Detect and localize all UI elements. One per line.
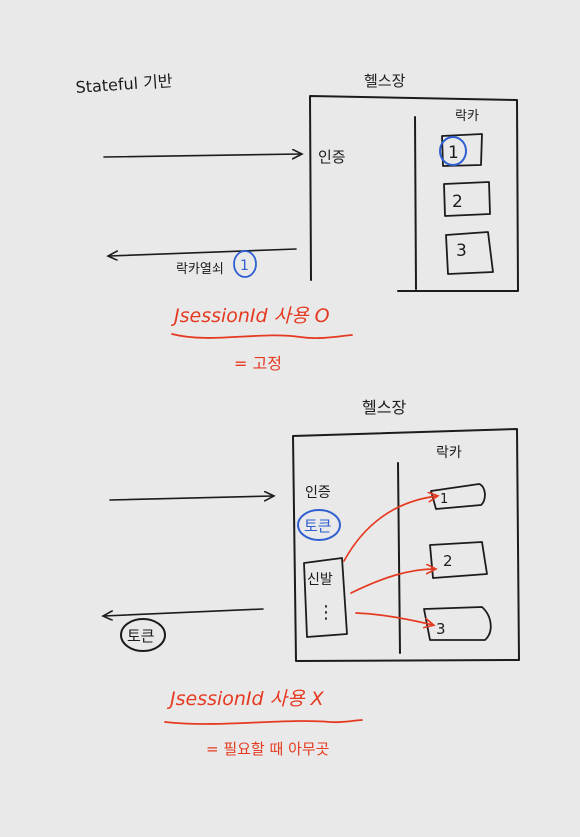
top-request-arrow [103,154,301,157]
bottom-locker-1-number: 1 [440,492,448,507]
top-locker-1-blue-circle [439,136,467,166]
top-note-underline [171,333,353,339]
top-locker-title: 락카 [455,109,479,124]
bottom-store-title: 헬스장 [362,398,406,417]
bottom-note: JsessionId 사용 X [166,688,325,710]
top-note-sub: = 고정 [234,354,282,373]
bottom-shoes-box [303,557,348,638]
top-auth-label: 인증 [318,148,346,166]
bottom-store-box [292,428,520,662]
bottom-note-underline [164,719,363,725]
bottom-response-arrow [104,608,264,616]
bottom-red-arrow-3 [355,612,433,625]
top-locker-1: 1 [439,133,483,167]
top-locker-3-number: 3 [456,241,467,261]
top-store-box [309,95,519,292]
bottom-red-arrow-2 [350,569,435,594]
top-diagram: Stateful 기반 헬스장 인증 락카 1 2 3 락카열쇠 1 J [75,71,519,373]
top-locker-1-number: 1 [448,143,459,163]
bottom-auth-label: 인증 [305,485,331,501]
bottom-token-label: 토큰 [304,517,332,535]
top-store-title: 헬스장 [364,72,406,90]
bottom-diagram: 헬스장 인증 토큰 신발 ⋮ 락카 1 2 3 [104,398,520,758]
stateful-label: Stateful 기반 [75,71,173,97]
top-response-blue-circle [233,250,257,278]
bottom-shoes-label: 신발 [307,572,333,588]
top-response-number: 1 [240,258,249,274]
bottom-token-circle [297,509,341,541]
bottom-locker-2-number: 2 [443,552,453,570]
bottom-locker-3: 3 [423,606,492,641]
bottom-locker-divider [397,462,401,654]
top-locker-3: 3 [445,231,494,275]
top-locker-2-number: 2 [452,192,463,212]
top-locker-2: 2 [443,181,491,217]
bottom-request-arrow [109,496,273,500]
bottom-response-token-label: 토큰 [127,627,155,645]
bottom-response-token-circle [120,618,166,652]
top-locker-divider [414,116,417,290]
top-response-label: 락카열쇠 [176,262,224,277]
bottom-locker-3-number: 3 [436,620,446,638]
bottom-red-arrow-1 [343,496,437,562]
bottom-shoes-dots: ⋮ [317,602,335,623]
top-note: JsessionId 사용 O [170,305,330,327]
bottom-note-sub: = 필요할 때 아무곳 [206,740,329,758]
top-response-arrow [109,248,297,256]
bottom-locker-title: 락카 [436,445,462,461]
bottom-locker-1: 1 [430,483,486,510]
bottom-locker-2: 2 [429,541,488,579]
